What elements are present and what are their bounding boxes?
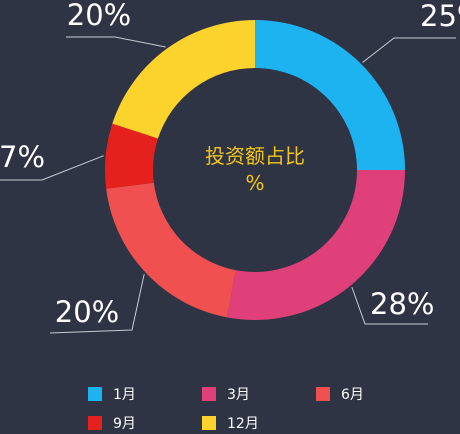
percent-label-1: 25%	[420, 0, 460, 33]
leader-line-3	[49, 273, 145, 334]
leader-line-4	[0, 155, 104, 181]
legend-label: 1月	[113, 387, 136, 403]
center-title: 投资额占比	[205, 144, 305, 168]
legend-item-5[interactable]: 12月	[202, 413, 316, 433]
legend-label: 3月	[227, 387, 250, 403]
percent-label-5: 20%	[67, 0, 131, 32]
slice-3[interactable]	[106, 182, 236, 318]
legend-swatch	[202, 387, 216, 401]
leader-lines	[0, 36, 456, 334]
percent-label-3: 20%	[55, 295, 119, 329]
slice-5[interactable]	[112, 20, 255, 139]
legend-item-1[interactable]: 1月	[88, 384, 202, 404]
legend-swatch	[88, 416, 102, 430]
slice-4[interactable]	[104, 123, 158, 189]
slice-1[interactable]	[255, 20, 405, 170]
percent-labels: 25% 28% 20% 7% 20%	[0, 0, 460, 329]
leader-line-5	[66, 36, 166, 48]
legend-swatch	[316, 387, 330, 401]
percent-label-4: 7%	[0, 140, 45, 174]
chart-legend: 1月 3月 6月 9月 12月	[88, 384, 408, 433]
legend-swatch	[202, 416, 216, 430]
legend-label: 9月	[113, 416, 136, 432]
legend-label: 6月	[341, 387, 364, 403]
legend-swatch	[88, 387, 102, 401]
percent-label-2: 28%	[370, 287, 434, 321]
center-subtitle: %	[245, 171, 264, 195]
leader-line-1	[362, 37, 456, 63]
leader-line-2	[351, 286, 428, 325]
legend-item-2[interactable]: 3月	[202, 384, 316, 404]
slice-2[interactable]	[226, 170, 405, 320]
legend-label: 12月	[227, 416, 259, 432]
legend-item-3[interactable]: 6月	[316, 384, 408, 404]
legend-item-4[interactable]: 9月	[88, 413, 202, 433]
donut-slices	[104, 20, 405, 320]
